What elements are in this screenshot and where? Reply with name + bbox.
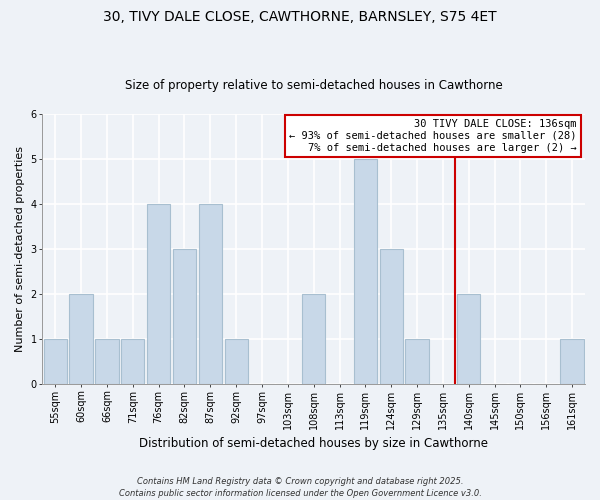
Title: Size of property relative to semi-detached houses in Cawthorne: Size of property relative to semi-detach… bbox=[125, 79, 503, 92]
Bar bbox=[380, 249, 403, 384]
X-axis label: Distribution of semi-detached houses by size in Cawthorne: Distribution of semi-detached houses by … bbox=[139, 437, 488, 450]
Bar bbox=[147, 204, 170, 384]
Bar bbox=[224, 339, 248, 384]
Bar bbox=[560, 339, 584, 384]
Bar bbox=[302, 294, 325, 384]
Bar bbox=[199, 204, 222, 384]
Y-axis label: Number of semi-detached properties: Number of semi-detached properties bbox=[15, 146, 25, 352]
Bar bbox=[121, 339, 145, 384]
Bar bbox=[70, 294, 93, 384]
Bar bbox=[173, 249, 196, 384]
Text: Contains HM Land Registry data © Crown copyright and database right 2025.
Contai: Contains HM Land Registry data © Crown c… bbox=[119, 476, 481, 498]
Bar bbox=[95, 339, 119, 384]
Text: 30 TIVY DALE CLOSE: 136sqm
← 93% of semi-detached houses are smaller (28)
7% of : 30 TIVY DALE CLOSE: 136sqm ← 93% of semi… bbox=[289, 120, 577, 152]
Bar bbox=[354, 159, 377, 384]
Text: 30, TIVY DALE CLOSE, CAWTHORNE, BARNSLEY, S75 4ET: 30, TIVY DALE CLOSE, CAWTHORNE, BARNSLEY… bbox=[103, 10, 497, 24]
Bar bbox=[44, 339, 67, 384]
Bar bbox=[406, 339, 428, 384]
Bar bbox=[457, 294, 481, 384]
